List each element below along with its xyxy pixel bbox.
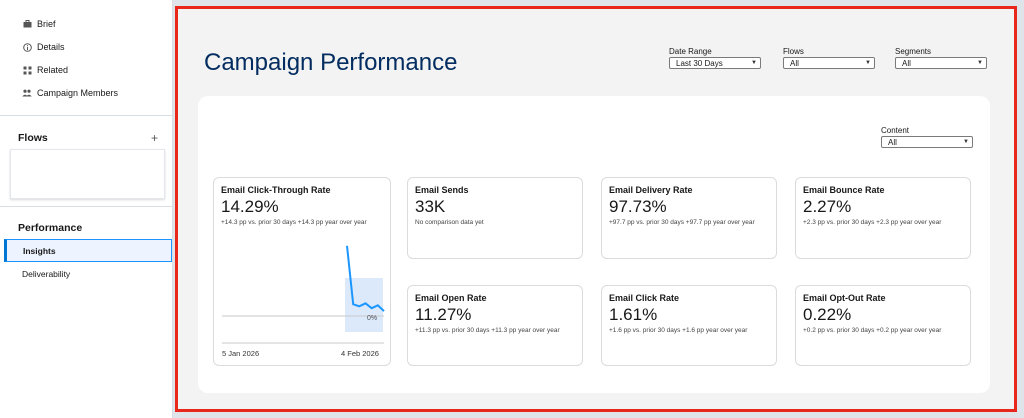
main-content: Campaign Performance Date Range Last 30 …	[175, 6, 1017, 412]
metric-value: 0.22%	[803, 305, 852, 324]
metric-value: 2.27%	[803, 197, 852, 216]
metric-comparison: +0.2 pp vs. prior 30 days +0.2 pp year o…	[803, 327, 942, 334]
chart-baseline-label: 0%	[367, 315, 377, 322]
metric-card-click-rate[interactable]: Email Click Rate 1.61% +1.6 pp vs. prior…	[601, 285, 777, 366]
nav-item-campaign-members[interactable]: Campaign Members	[22, 85, 118, 101]
select-value: All	[790, 58, 799, 68]
info-icon	[22, 42, 32, 52]
metric-comparison: +1.6 pp vs. prior 30 days +1.6 pp year o…	[609, 327, 748, 334]
chevron-down-icon: ▼	[963, 139, 969, 145]
metric-title: Email Bounce Rate	[803, 185, 885, 195]
metric-comparison: +2.3 pp vs. prior 30 days +2.3 pp year o…	[803, 219, 942, 226]
sidebar-divider	[0, 206, 173, 207]
nav-item-related[interactable]: Related	[22, 62, 68, 78]
chevron-down-icon: ▼	[977, 60, 983, 66]
select-value: All	[902, 58, 911, 68]
metric-card-click-through-rate[interactable]: Email Click-Through Rate 14.29% +14.3 pp…	[213, 177, 391, 366]
nav-item-brief[interactable]: Brief	[22, 16, 56, 32]
metric-comparison: +97.7 pp vs. prior 30 days +97.7 pp year…	[609, 219, 755, 226]
metric-card-opt-out-rate[interactable]: Email Opt-Out Rate 0.22% +0.2 pp vs. pri…	[795, 285, 971, 366]
metric-card-email-sends[interactable]: Email Sends 33K No comparison data yet	[407, 177, 583, 259]
content-filter: Content All ▼	[881, 126, 973, 148]
briefcase-icon	[22, 19, 32, 29]
segments-filter: Segments All ▼	[895, 47, 987, 69]
metric-title: Email Delivery Rate	[609, 185, 693, 195]
sidebar-item-label: Insights	[23, 245, 56, 256]
metric-title: Email Open Rate	[415, 293, 487, 303]
metric-card-open-rate[interactable]: Email Open Rate 11.27% +11.3 pp vs. prio…	[407, 285, 583, 366]
content-select[interactable]: All ▼	[881, 136, 973, 148]
filter-label: Date Range	[669, 47, 712, 56]
filter-label: Content	[881, 126, 910, 135]
date-range-filter: Date Range Last 30 Days ▼	[669, 47, 761, 69]
metric-title: Email Click-Through Rate	[221, 185, 331, 195]
metric-value: 97.73%	[609, 197, 667, 216]
chart-x-end-label: 4 Feb 2026	[341, 349, 379, 358]
flows-section-title: Flows	[18, 132, 48, 144]
flows-select[interactable]: All ▼	[783, 57, 875, 69]
metric-value: 33K	[415, 197, 446, 216]
chart-series-line	[346, 245, 385, 312]
nav-item-details[interactable]: Details	[22, 39, 65, 55]
metric-title: Email Opt-Out Rate	[803, 293, 886, 303]
flows-list	[10, 149, 165, 199]
nav-item-label: Details	[37, 42, 65, 52]
select-value: All	[888, 137, 897, 147]
performance-section-title: Performance	[18, 222, 83, 234]
date-range-select[interactable]: Last 30 Days ▼	[669, 57, 761, 69]
metric-value: 11.27%	[415, 305, 472, 324]
segments-select[interactable]: All ▼	[895, 57, 987, 69]
nav-item-label: Related	[37, 65, 69, 75]
metric-value: 14.29%	[221, 197, 279, 216]
metric-comparison: +11.3 pp vs. prior 30 days +11.3 pp year…	[415, 327, 560, 334]
sidebar-divider	[0, 115, 173, 116]
chevron-down-icon: ▼	[751, 60, 757, 66]
select-value: Last 30 Days	[676, 58, 723, 68]
grid-icon	[22, 65, 32, 75]
metric-title: Email Sends	[415, 185, 469, 195]
page-title: Campaign Performance	[204, 49, 458, 76]
filter-label: Segments	[895, 47, 932, 56]
metric-comparison: No comparison data yet	[415, 219, 484, 226]
insights-panel: Content All ▼ Email Click-Through Rate 1…	[198, 96, 990, 393]
sidebar-item-deliverability[interactable]: Deliverability	[4, 262, 172, 285]
nav-item-label: Brief	[37, 19, 56, 29]
sidebar: Brief Details Related Campaign Members F…	[0, 0, 173, 418]
people-icon	[22, 88, 32, 98]
metric-comparison: +14.3 pp vs. prior 30 days +14.3 pp year…	[221, 219, 367, 226]
sidebar-item-label: Deliverability	[22, 268, 71, 279]
metric-card-bounce-rate[interactable]: Email Bounce Rate 2.27% +2.3 pp vs. prio…	[795, 177, 971, 259]
chevron-down-icon: ▼	[865, 60, 871, 66]
nav-item-label: Campaign Members	[37, 88, 119, 98]
sidebar-item-insights[interactable]: Insights	[4, 239, 172, 262]
metric-title: Email Click Rate	[609, 293, 680, 303]
flows-filter: Flows All ▼	[783, 47, 875, 69]
metric-card-delivery-rate[interactable]: Email Delivery Rate 97.73% +97.7 pp vs. …	[601, 177, 777, 259]
click-through-trend-chart: 0%	[222, 245, 385, 344]
filter-label: Flows	[783, 47, 804, 56]
metric-value: 1.61%	[609, 305, 658, 324]
chart-x-start-label: 5 Jan 2026	[222, 349, 260, 358]
add-flow-icon[interactable]: +	[151, 131, 159, 145]
